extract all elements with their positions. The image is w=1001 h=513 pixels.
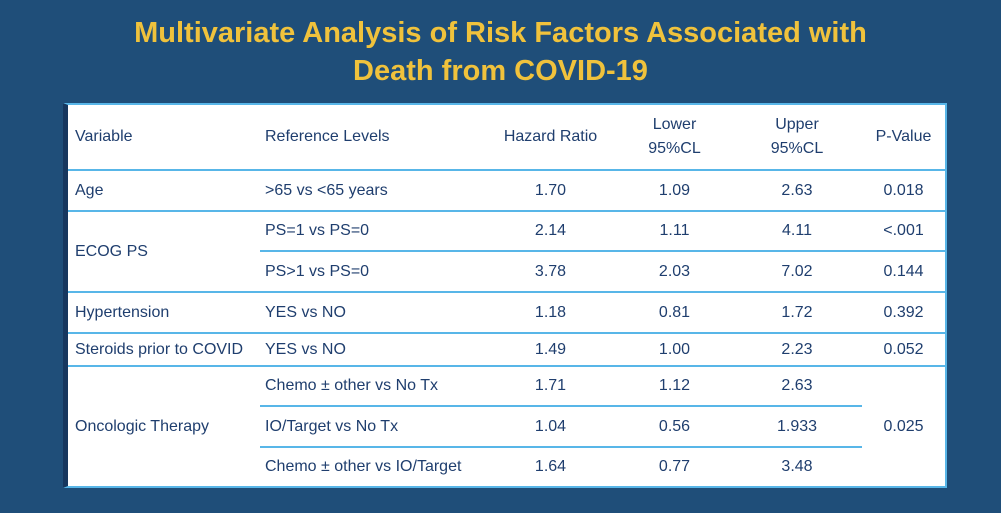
age-p-value: 0.018 [862,169,945,211]
steroids-hazard-ratio: 1.49 [484,332,617,366]
steroids-reference: YES vs NO [260,332,484,366]
table-row-steroids: Steroids prior to COVID YES vs NO 1.49 1… [68,332,945,366]
oncologic3-reference: Chemo ± other vs IO/Target [260,446,484,486]
oncologic-variable: Oncologic Therapy [68,365,260,486]
ecog1-reference: PS=1 vs PS=0 [260,210,484,251]
oncologic-p-value: 0.025 [862,365,945,486]
age-variable: Age [68,169,260,211]
table-header-row: Variable Reference Levels Hazard Ratio L… [68,105,945,170]
oncologic2-hazard-ratio: 1.04 [484,405,617,447]
oncologic1-reference: Chemo ± other vs No Tx [260,365,484,406]
header-p-value: P-Value [875,128,932,145]
hypertension-upper-cl: 1.72 [732,291,862,333]
risk-factors-table-container: Variable Reference Levels Hazard Ratio L… [63,103,947,488]
ecog2-lower-cl: 2.03 [617,250,732,292]
hypertension-lower-cl: 0.81 [617,291,732,333]
table-row-ecog-ps-1: ECOG PS PS=1 vs PS=0 2.14 1.11 4.11 <.00… [68,210,945,292]
header-reference-levels: Reference Levels [265,128,390,145]
hypertension-reference: YES vs NO [260,291,484,333]
oncologic2-lower-cl: 0.56 [617,405,732,447]
header-hazard-ratio: Hazard Ratio [503,128,598,145]
ecog2-p-value: 0.144 [862,250,945,292]
table-row-oncologic-3: Chemo ± other vs IO/Target 1.64 0.77 3.4… [68,446,945,486]
oncologic2-reference: IO/Target vs No Tx [260,405,484,447]
ecog1-lower-cl: 1.11 [617,210,732,251]
hypertension-variable: Hypertension [68,291,260,333]
table-row-oncologic-1: Oncologic Therapy Chemo ± other vs No Tx… [68,365,945,486]
age-reference: >65 vs <65 years [260,169,484,211]
header-lower-95cl: Lower 95%CL [648,116,701,157]
steroids-p-value: 0.052 [862,332,945,366]
slide-title-line2: Death from COVID-19 [353,55,648,87]
ecog1-hazard-ratio: 2.14 [484,210,617,251]
ecog-variable: ECOG PS [68,210,260,292]
steroids-variable: Steroids prior to COVID [68,332,260,366]
oncologic1-hazard-ratio: 1.71 [484,365,617,406]
age-hazard-ratio: 1.70 [484,169,617,211]
header-variable: Variable [75,128,133,145]
oncologic3-upper-cl: 3.48 [732,446,862,486]
ecog2-upper-cl: 7.02 [732,250,862,292]
oncologic2-upper-cl: 1.933 [732,405,862,447]
ecog1-p-value: <.001 [862,210,945,251]
header-upper-95cl: Upper 95%CL [770,116,824,157]
ecog2-hazard-ratio: 3.78 [484,250,617,292]
age-upper-cl: 2.63 [732,169,862,211]
table-row-age: Age >65 vs <65 years 1.70 1.09 2.63 0.01… [68,169,945,211]
steroids-lower-cl: 1.00 [617,332,732,366]
table-row-oncologic-2: IO/Target vs No Tx 1.04 0.56 1.933 [68,405,945,447]
ecog2-reference: PS>1 vs PS=0 [260,250,484,292]
risk-factors-table: Variable Reference Levels Hazard Ratio L… [68,105,945,486]
hypertension-hazard-ratio: 1.18 [484,291,617,333]
oncologic1-lower-cl: 1.12 [617,365,732,406]
table-row-hypertension: Hypertension YES vs NO 1.18 0.81 1.72 0.… [68,291,945,333]
slide-title-line1: Multivariate Analysis of Risk Factors As… [134,17,867,49]
ecog1-upper-cl: 4.11 [732,210,862,251]
oncologic3-hazard-ratio: 1.64 [484,446,617,486]
age-lower-cl: 1.09 [617,169,732,211]
steroids-upper-cl: 2.23 [732,332,862,366]
oncologic3-lower-cl: 0.77 [617,446,732,486]
oncologic1-upper-cl: 2.63 [732,365,862,406]
hypertension-p-value: 0.392 [862,291,945,333]
slide-title: Multivariate Analysis of Risk Factors As… [0,14,1001,90]
table-row-ecog-ps-2: PS>1 vs PS=0 3.78 2.03 7.02 0.144 [68,250,945,292]
